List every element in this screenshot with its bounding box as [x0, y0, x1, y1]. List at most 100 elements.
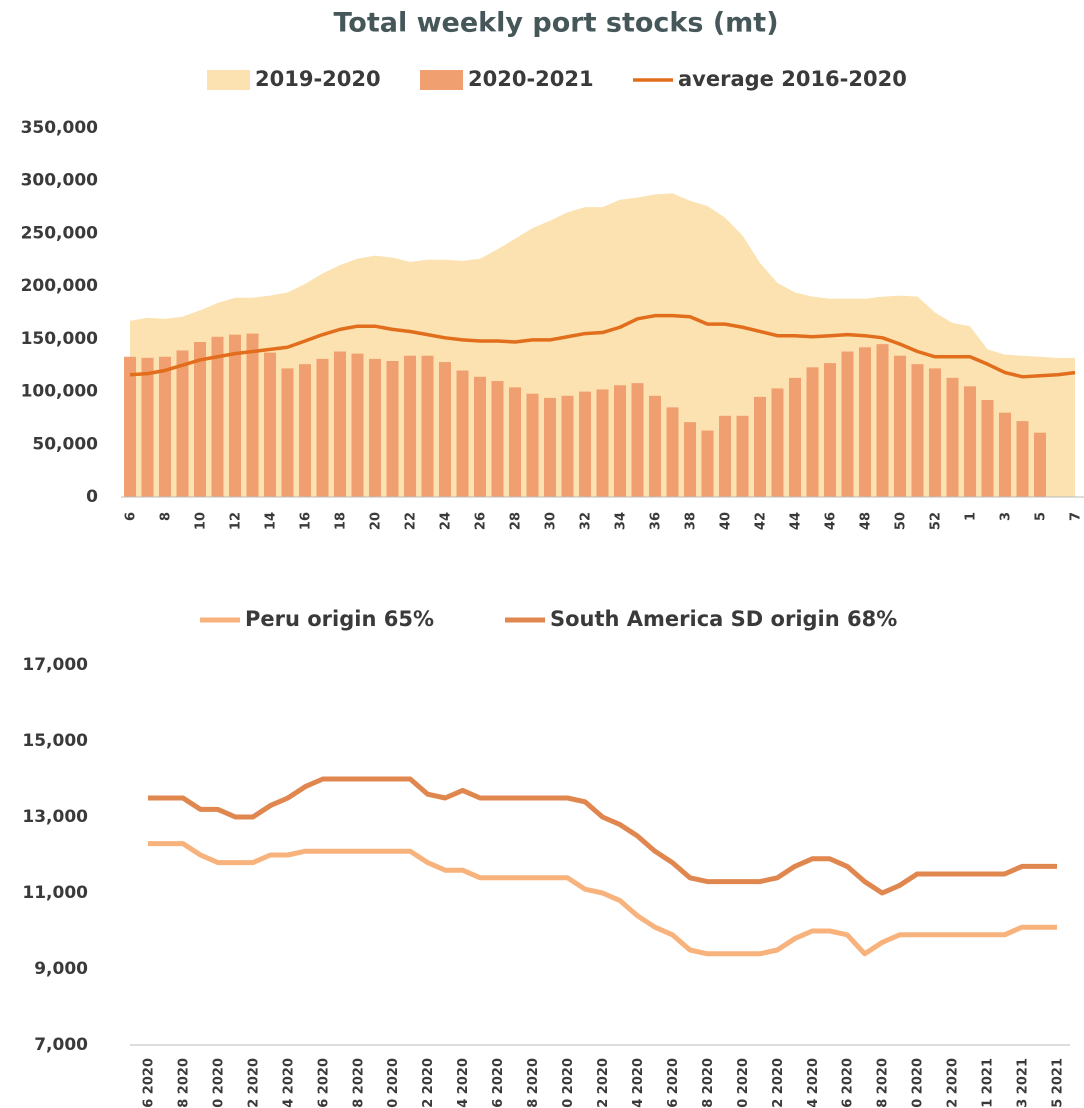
- x-tick-label: 34 2020: [631, 1058, 646, 1108]
- x-tick-label: 44: [789, 512, 804, 530]
- bar: [509, 387, 521, 497]
- bar: [544, 397, 556, 497]
- y-tick-label: 0: [86, 487, 98, 507]
- x-tick-label: 16 2020: [316, 1058, 331, 1108]
- x-tick-label: 48: [859, 512, 874, 530]
- x-tick-label: 6 2020: [142, 1058, 157, 1108]
- line: [148, 776, 1057, 896]
- bar: [614, 385, 626, 497]
- x-tick-label: 38: [684, 512, 699, 530]
- bar: [666, 407, 679, 497]
- x-tick-label: 48 2020: [876, 1058, 891, 1108]
- x-tick-label: 42: [754, 512, 769, 530]
- bar: [684, 422, 696, 497]
- x-tick-label: 24 2020: [456, 1058, 471, 1108]
- bar: [456, 370, 469, 497]
- y-tick-label: 50,000: [32, 434, 98, 454]
- x-tick-label: 1 2021: [981, 1058, 996, 1108]
- x-tick-label: 26 2020: [491, 1058, 506, 1108]
- x-tick-label: 20: [369, 512, 384, 530]
- bar: [404, 355, 416, 497]
- legend-swatch: [420, 70, 463, 90]
- legend-label: South America SD origin 68%: [550, 607, 897, 631]
- x-tick-label: 40 2020: [736, 1058, 751, 1108]
- x-tick-label: 50 2020: [911, 1058, 926, 1108]
- y-tick-label: 100,000: [21, 382, 99, 402]
- bar: [159, 356, 171, 497]
- x-tick-label: 24: [439, 512, 454, 530]
- y-tick-label: 15,000: [22, 731, 88, 751]
- x-tick-label: 22: [404, 512, 419, 530]
- x-tick-label: 3: [999, 512, 1014, 521]
- bar: [754, 396, 766, 497]
- x-tick-label: 20 2020: [386, 1058, 401, 1108]
- x-tick-label: 42 2020: [771, 1058, 786, 1108]
- x-tick-label: 8: [159, 512, 174, 521]
- bar: [911, 364, 924, 497]
- legend-label: 2020-2021: [468, 67, 594, 91]
- y-tick-label: 17,000: [22, 655, 88, 675]
- y-tick-label: 7,000: [34, 1035, 88, 1055]
- x-tick-label: 38 2020: [701, 1058, 716, 1108]
- x-tick-label: 7: [1069, 512, 1084, 521]
- y-tick-label: 9,000: [34, 959, 88, 979]
- bar: [806, 367, 819, 497]
- x-tick-label: 34: [614, 512, 629, 530]
- x-tick-label: 32 2020: [596, 1058, 611, 1108]
- bar: [351, 353, 364, 497]
- y-tick-label: 200,000: [21, 276, 99, 296]
- bar: [1034, 432, 1046, 497]
- x-tick-label: 44 2020: [806, 1058, 821, 1108]
- bar: [386, 360, 399, 497]
- bar: [841, 351, 854, 497]
- bar: [246, 333, 259, 497]
- legend-label: Peru origin 65%: [245, 607, 434, 631]
- x-tick-label: 1: [964, 512, 979, 521]
- bar: [281, 368, 294, 497]
- bar: [789, 377, 801, 497]
- bar: [316, 358, 329, 497]
- bar: [299, 364, 311, 497]
- bar: [211, 336, 224, 497]
- bar: [981, 400, 994, 497]
- bar: [701, 430, 714, 497]
- bar: [649, 395, 661, 497]
- x-tick-label: 36: [649, 512, 664, 530]
- x-tick-label: 52: [929, 512, 944, 530]
- x-tick-label: 30: [544, 512, 559, 530]
- chart-title: Total weekly port stocks (mt): [333, 8, 778, 39]
- bar: [859, 347, 871, 497]
- x-tick-label: 14 2020: [281, 1058, 296, 1108]
- bar: [999, 412, 1011, 497]
- y-tick-label: 13,000: [22, 807, 88, 827]
- bar: [1016, 421, 1029, 497]
- bar: [421, 355, 434, 497]
- bar: [719, 415, 731, 497]
- x-tick-label: 5: [1034, 512, 1049, 521]
- bar: [579, 391, 591, 497]
- x-tick-label: 46: [824, 512, 839, 530]
- x-tick-label: 14: [264, 512, 279, 530]
- bar: [264, 352, 276, 497]
- y-tick-label: 150,000: [21, 329, 99, 349]
- bar: [929, 368, 941, 497]
- x-tick-label: 22 2020: [421, 1058, 436, 1108]
- line: [148, 841, 1057, 957]
- bar: [561, 395, 574, 497]
- x-tick-label: 30 2020: [561, 1058, 576, 1108]
- y-tick-label: 11,000: [22, 883, 88, 903]
- legend-label: 2019-2020: [255, 67, 381, 91]
- x-tick-label: 40: [719, 512, 734, 530]
- x-tick-label: 5 2021: [1051, 1058, 1066, 1108]
- y-tick-label: 300,000: [21, 171, 99, 191]
- bar: [176, 350, 189, 497]
- x-tick-label: 12: [229, 512, 244, 530]
- x-tick-label: 16: [299, 512, 314, 530]
- x-tick-label: 46 2020: [841, 1058, 856, 1108]
- bar: [124, 356, 136, 497]
- legend-swatch: [207, 70, 250, 90]
- bar: [526, 393, 539, 497]
- bar: [736, 415, 749, 497]
- bar: [369, 358, 381, 497]
